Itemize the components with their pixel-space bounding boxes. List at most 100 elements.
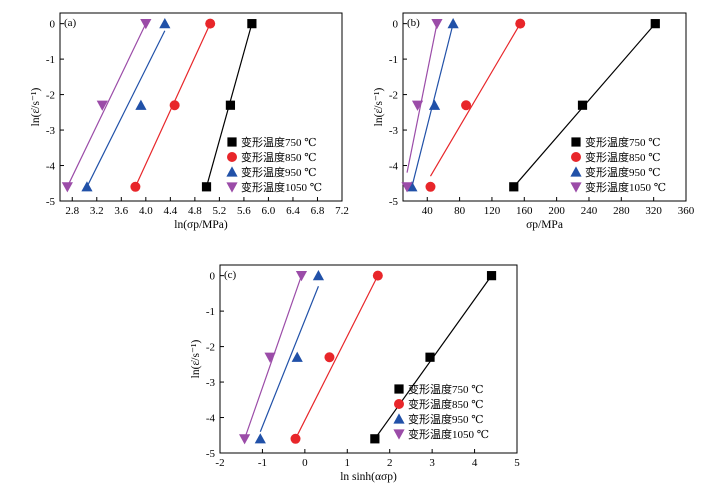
x-tick-label: 4.8 bbox=[188, 205, 202, 217]
x-tick-label: 2.8 bbox=[65, 205, 79, 217]
data-point bbox=[264, 352, 276, 363]
data-point bbox=[254, 433, 266, 444]
data-point bbox=[205, 18, 216, 29]
data-point bbox=[431, 19, 443, 30]
x-tick-label: 80 bbox=[454, 205, 466, 217]
x-tick-label: 120 bbox=[484, 205, 501, 217]
data-point bbox=[372, 270, 383, 281]
data-point bbox=[406, 181, 418, 192]
data-point bbox=[225, 100, 236, 110]
y-tick-label: -1 bbox=[46, 54, 55, 66]
data-point bbox=[239, 434, 251, 445]
x-tick-label: 200 bbox=[548, 205, 565, 217]
y-tick-label: -1 bbox=[206, 306, 215, 318]
x-tick-label: 4 bbox=[472, 457, 478, 469]
legend-marker bbox=[227, 152, 237, 162]
data-point bbox=[411, 100, 424, 111]
legend-marker bbox=[394, 399, 404, 409]
data-point bbox=[515, 18, 526, 29]
panel-b-chart: 40 80 120 160 200 240 280 320 360 -5 -4 -3 -2 -1 0 (b) σ… bbox=[373, 12, 695, 231]
data-point bbox=[295, 271, 308, 282]
legend-label: 变形温度850 ℃ bbox=[408, 397, 484, 411]
data-point bbox=[324, 352, 335, 363]
x-tick-label: 5.6 bbox=[237, 205, 251, 217]
legend-label: 变形温度850 ℃ bbox=[585, 150, 661, 164]
data-point bbox=[201, 182, 212, 192]
x-tick-label: 3 bbox=[429, 457, 435, 469]
panel-c-chart: -2 -1 0 1 2 3 4 5 -5 -4 -3 -2 -1 0 (c) ln sinh(ασp) ln(ε… bbox=[190, 264, 520, 483]
legend-label: 变形温度750 ℃ bbox=[241, 135, 317, 149]
data-point bbox=[486, 271, 497, 281]
x-tick-label: -1 bbox=[258, 457, 267, 469]
data-point bbox=[370, 434, 380, 444]
data-point bbox=[140, 19, 152, 30]
panel-label: (c) bbox=[224, 269, 237, 281]
legend-label: 变形温度750 ℃ bbox=[408, 382, 484, 396]
y-tick-label: -5 bbox=[206, 448, 216, 460]
x-tick-label: 320 bbox=[645, 205, 662, 217]
legend-marker bbox=[226, 182, 238, 193]
panel-a-chart: 2.8 3.2 3.6 4.0 4.4 4.8 5.2 5.6 6.0 6.4 6.8 7.2 -5 -4… bbox=[30, 12, 349, 231]
data-point bbox=[650, 19, 660, 29]
legend-label: 变形温度950 ℃ bbox=[241, 165, 317, 179]
x-tick-label: 5 bbox=[514, 457, 520, 469]
data-point bbox=[247, 19, 257, 29]
x-tick-label: 3.6 bbox=[114, 205, 128, 217]
data-point bbox=[169, 100, 180, 111]
data-point bbox=[130, 181, 141, 192]
legend-label: 变形温度750 ℃ bbox=[585, 135, 661, 149]
x-axis-label: σp/MPa bbox=[526, 219, 563, 231]
legend-marker bbox=[226, 166, 238, 177]
fit-line bbox=[86, 30, 166, 188]
y-tick-label: 0 bbox=[210, 271, 216, 283]
y-axis-label: ln(ε̇/s⁻¹) bbox=[190, 340, 202, 379]
x-tick-label: 1 bbox=[345, 457, 351, 469]
data-point bbox=[401, 182, 413, 193]
y-tick-label: -3 bbox=[46, 125, 56, 137]
x-tick-label: 6.0 bbox=[262, 205, 276, 217]
y-tick-label: -3 bbox=[206, 377, 216, 389]
data-point bbox=[159, 18, 171, 29]
data-point bbox=[96, 100, 108, 111]
legend-label: 变形温度950 ℃ bbox=[585, 165, 661, 179]
fit-line bbox=[66, 23, 147, 188]
fit-line bbox=[406, 23, 438, 173]
y-tick-label: -2 bbox=[206, 342, 215, 354]
legend-marker bbox=[393, 413, 405, 424]
x-tick-label: -2 bbox=[215, 457, 224, 469]
x-tick-label: 280 bbox=[613, 205, 630, 217]
legend-label: 变形温度1050 ℃ bbox=[241, 180, 322, 194]
x-tick-label: 40 bbox=[422, 205, 434, 217]
x-tick-label: 7.2 bbox=[335, 205, 349, 217]
y-tick-label: -2 bbox=[389, 90, 398, 102]
x-tick-label: 6.8 bbox=[311, 205, 325, 217]
data-point bbox=[81, 181, 93, 192]
y-tick-label: -5 bbox=[46, 196, 56, 208]
data-point bbox=[428, 99, 441, 110]
legend-marker bbox=[571, 152, 581, 162]
y-tick-label: -1 bbox=[389, 54, 398, 66]
x-tick-label: 4.0 bbox=[139, 205, 153, 217]
y-tick-label: -4 bbox=[206, 413, 216, 425]
data-point bbox=[135, 99, 147, 110]
x-tick-label: 240 bbox=[581, 205, 598, 217]
legend-label: 变形温度1050 ℃ bbox=[585, 180, 666, 194]
data-point bbox=[425, 181, 436, 192]
data-point bbox=[425, 352, 435, 362]
x-axis-label: ln(σp/MPa) bbox=[174, 219, 228, 231]
data-point bbox=[461, 100, 472, 111]
x-tick-label: 160 bbox=[516, 205, 533, 217]
plot-frame bbox=[402, 12, 687, 202]
x-tick-label: 6.4 bbox=[286, 205, 300, 217]
fit-line bbox=[429, 23, 521, 177]
legend-marker bbox=[227, 137, 237, 147]
y-tick-label: -2 bbox=[46, 90, 55, 102]
legend-marker bbox=[393, 429, 405, 440]
data-point bbox=[312, 270, 325, 281]
x-tick-label: 4.4 bbox=[163, 205, 177, 217]
legend-marker bbox=[394, 384, 404, 394]
y-tick-label: -5 bbox=[389, 196, 399, 208]
y-axis-label: ln(ε̇/s⁻¹) bbox=[373, 88, 385, 127]
legend-label: 变形温度850 ℃ bbox=[241, 150, 317, 164]
